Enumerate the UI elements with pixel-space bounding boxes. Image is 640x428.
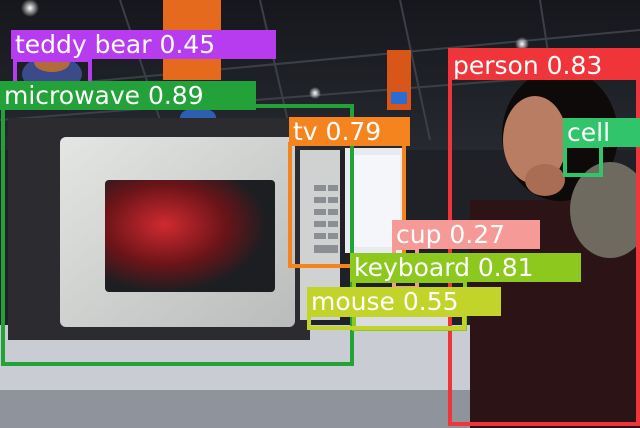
teddy-bear-label: teddy bear 0.45 — [11, 30, 276, 59]
tv-label: tv 0.79 — [289, 117, 410, 146]
person-face — [503, 96, 567, 184]
person-hand — [525, 164, 565, 196]
keyboard-label: keyboard 0.81 — [350, 253, 581, 282]
monitor-screen — [350, 155, 400, 247]
teddy-bear-label-text: teddy bear 0.45 — [15, 30, 216, 59]
mouse-label: mouse 0.55 — [307, 287, 501, 316]
person-label: person 0.83 — [449, 51, 640, 80]
keyboard-label-text: keyboard 0.81 — [354, 253, 534, 282]
banner-mark — [391, 92, 407, 104]
microwave-label: microwave 0.89 — [0, 81, 256, 110]
cell-label-text: cell — [567, 118, 611, 147]
fur-collar — [570, 162, 640, 258]
cup-label-text: cup 0.27 — [396, 220, 506, 249]
cell-detection-box — [563, 144, 603, 177]
cell-label: cell — [563, 118, 640, 147]
cup-label: cup 0.27 — [392, 220, 540, 249]
microwave-label-text: microwave 0.89 — [4, 81, 204, 110]
microwave-window — [105, 180, 275, 292]
tv-label-text: tv 0.79 — [293, 117, 382, 146]
ceiling-lights — [21, 0, 529, 107]
microwave-keypad — [314, 185, 338, 253]
tv-detection-box — [288, 142, 406, 268]
mouse-label-text: mouse 0.55 — [311, 287, 459, 316]
person-label-text: person 0.83 — [453, 51, 603, 80]
